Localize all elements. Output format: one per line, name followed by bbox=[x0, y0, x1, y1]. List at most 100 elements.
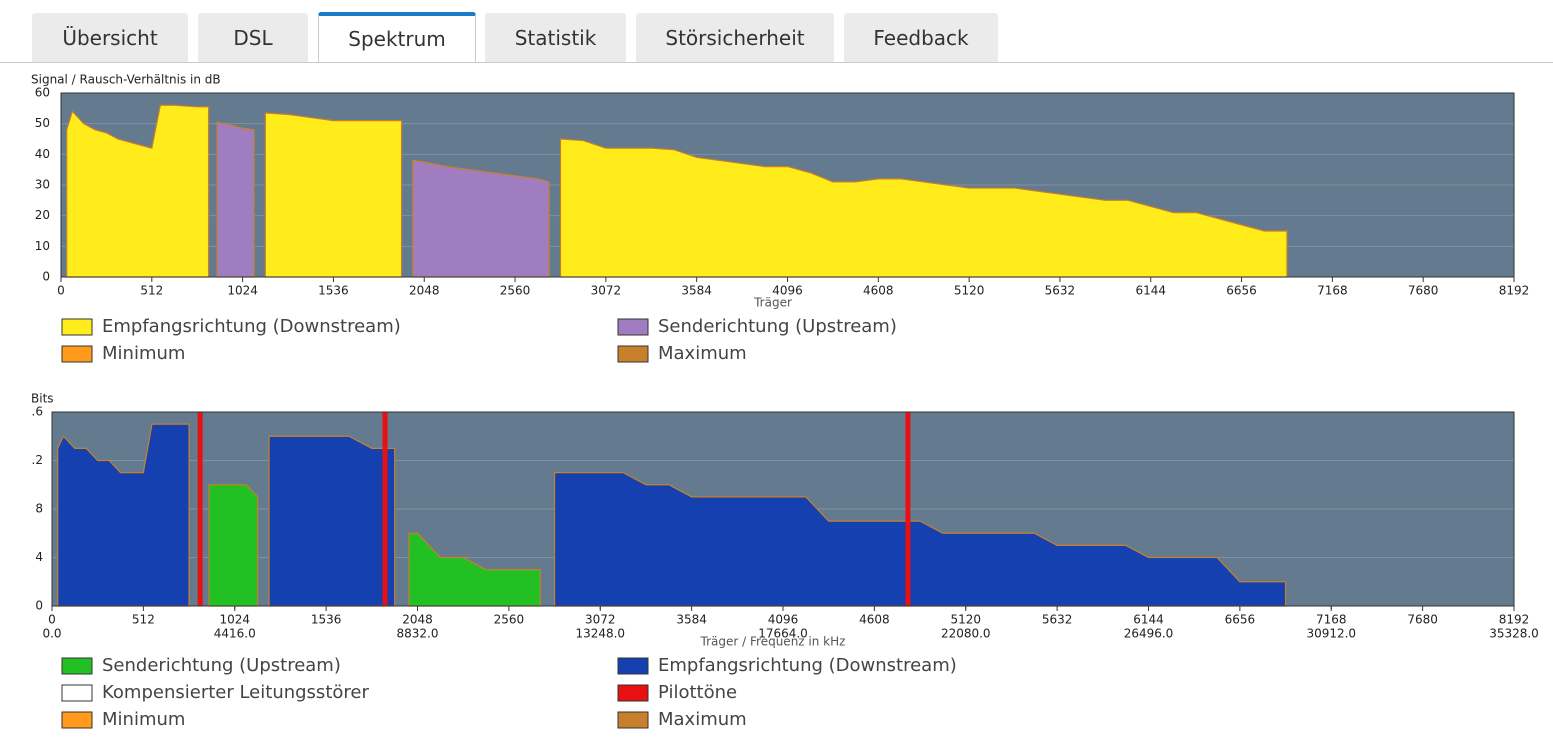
tab[interactable]: Spektrum bbox=[318, 12, 476, 62]
y-axis-label: Bits bbox=[31, 392, 54, 406]
x-tick-label: 2560 bbox=[494, 613, 525, 627]
area bbox=[408, 532, 541, 607]
legend-label: Maximum bbox=[658, 709, 747, 730]
x-tick-label: 8192 bbox=[1499, 284, 1530, 298]
x-tick-label: 3072 bbox=[591, 284, 622, 298]
x-tick-label: 4608 bbox=[859, 613, 890, 627]
area bbox=[268, 435, 396, 607]
x-tick-label: 5120 bbox=[954, 284, 985, 298]
x-tick-label: 7680 bbox=[1407, 613, 1438, 627]
x-tick-label: 0 bbox=[48, 613, 56, 627]
legend-swatch bbox=[617, 684, 649, 702]
y-tick-label: .2 bbox=[32, 453, 43, 467]
x2-tick-label: 4416.0 bbox=[214, 627, 256, 641]
x-tick-label: 6656 bbox=[1225, 613, 1256, 627]
area bbox=[412, 159, 550, 278]
x-tick-label: 4608 bbox=[863, 284, 894, 298]
x-tick-label: 2048 bbox=[402, 613, 433, 627]
x2-tick-label: 8832.0 bbox=[397, 627, 439, 641]
x2-tick-label: 26496.0 bbox=[1124, 627, 1174, 641]
y-tick-label: 0 bbox=[42, 270, 50, 284]
tab[interactable]: Übersicht bbox=[32, 13, 188, 62]
area bbox=[553, 472, 1287, 607]
x-tick-label: 512 bbox=[132, 613, 155, 627]
x-tick-label: 1024 bbox=[219, 613, 250, 627]
y-tick-label: 40 bbox=[35, 147, 50, 161]
x-tick-label: 2560 bbox=[500, 284, 531, 298]
legend-swatch bbox=[61, 657, 93, 675]
y-tick-label: 4 bbox=[35, 550, 43, 564]
area bbox=[208, 484, 259, 607]
tab-bar: Übersicht DSL Spektrum Statistik Störsicherh… bbox=[0, 0, 1553, 63]
x2-tick-label: 17664.0 bbox=[758, 627, 808, 641]
y-tick-label: 10 bbox=[35, 239, 50, 253]
x-tick-label: 1536 bbox=[311, 613, 342, 627]
area bbox=[559, 138, 1288, 278]
legend-swatch bbox=[61, 711, 93, 729]
y-tick-label: .6 bbox=[32, 405, 43, 419]
legend-label: Minimum bbox=[102, 343, 185, 364]
x-tick-label: 1536 bbox=[318, 284, 349, 298]
x-tick-label: 4096 bbox=[768, 613, 799, 627]
area bbox=[57, 423, 190, 607]
tab[interactable]: Feedback bbox=[844, 13, 998, 62]
x2-tick-label: 30912.0 bbox=[1306, 627, 1356, 641]
x-tick-label: 0 bbox=[57, 284, 65, 298]
legend-swatch bbox=[61, 345, 93, 363]
tab[interactable]: DSL bbox=[198, 13, 308, 62]
legend-swatch bbox=[617, 345, 649, 363]
tab[interactable]: Störsicherheit bbox=[636, 13, 834, 62]
area bbox=[66, 104, 210, 278]
legend-label: Kompensierter Leitungsstörer bbox=[102, 682, 369, 703]
x2-tick-label: 35328.0 bbox=[1489, 627, 1539, 641]
x-tick-label: 5632 bbox=[1042, 613, 1073, 627]
plot-frame bbox=[51, 411, 1515, 607]
y-tick-label: 0 bbox=[35, 599, 43, 613]
x-tick-label: 2048 bbox=[409, 284, 440, 298]
x-tick-label: 3584 bbox=[676, 613, 707, 627]
legend-label: Senderichtung (Upstream) bbox=[658, 316, 897, 337]
legend-swatch bbox=[617, 711, 649, 729]
tab[interactable]: Statistik bbox=[485, 13, 626, 62]
legend-swatch bbox=[61, 684, 93, 702]
x-tick-label: 3584 bbox=[681, 284, 712, 298]
x-tick-label: 5120 bbox=[950, 613, 981, 627]
x2-tick-label: 0.0 bbox=[42, 627, 61, 641]
y-tick-label: 20 bbox=[35, 208, 50, 222]
area bbox=[216, 121, 255, 278]
x-tick-label: 6656 bbox=[1226, 284, 1257, 298]
y-tick-label: 8 bbox=[35, 502, 43, 516]
x-tick-label: 8192 bbox=[1499, 613, 1530, 627]
legend-swatch bbox=[61, 318, 93, 336]
legend-swatch bbox=[617, 318, 649, 336]
legend-label: Empfangsrichtung (Downstream) bbox=[102, 316, 401, 337]
legend-label: Maximum bbox=[658, 343, 747, 364]
y-tick-label: 30 bbox=[35, 178, 50, 192]
legend-label: Empfangsrichtung (Downstream) bbox=[658, 655, 957, 676]
x-tick-label: 6144 bbox=[1133, 613, 1164, 627]
y-tick-label: 50 bbox=[35, 116, 50, 130]
area bbox=[264, 112, 403, 278]
legend-label: Pilottöne bbox=[658, 682, 737, 703]
x-axis-label: Träger / Frequenz in kHz bbox=[700, 635, 846, 649]
x-tick-label: 6144 bbox=[1135, 284, 1166, 298]
legend-swatch bbox=[617, 657, 649, 675]
legend-label: Senderichtung (Upstream) bbox=[102, 655, 341, 676]
x-tick-label: 3072 bbox=[585, 613, 616, 627]
plot-frame bbox=[60, 92, 1515, 278]
x-tick-label: 5632 bbox=[1045, 284, 1076, 298]
x-tick-label: 7168 bbox=[1316, 613, 1347, 627]
legend-label: Minimum bbox=[102, 709, 185, 730]
y-axis-label: Signal / Rausch-Verhältnis in dB bbox=[31, 73, 221, 87]
x2-tick-label: 13248.0 bbox=[575, 627, 625, 641]
x2-tick-label: 22080.0 bbox=[941, 627, 991, 641]
x-tick-label: 7680 bbox=[1408, 284, 1439, 298]
x-tick-label: 1024 bbox=[227, 284, 258, 298]
x-tick-label: 512 bbox=[140, 284, 163, 298]
x-axis-label: Träger bbox=[753, 296, 792, 310]
y-tick-label: 60 bbox=[35, 86, 50, 100]
x-tick-label: 4096 bbox=[772, 284, 803, 298]
x-tick-label: 7168 bbox=[1317, 284, 1348, 298]
